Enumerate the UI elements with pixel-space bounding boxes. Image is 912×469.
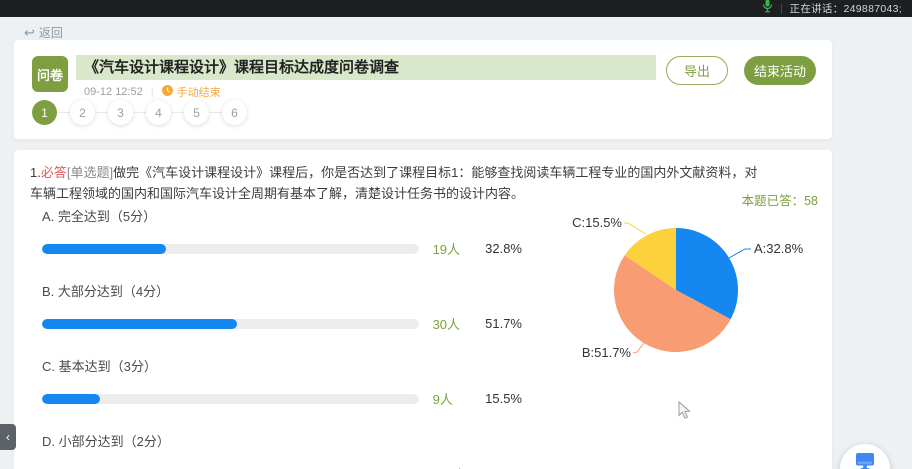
- option-count: 0人: [446, 464, 488, 469]
- page-step-1[interactable]: 1: [32, 100, 57, 125]
- topbar-divider: [780, 3, 782, 14]
- chevron-left-icon: ‹: [6, 430, 10, 444]
- option-row: A. 完全达到（5分） 19人 32.8%: [42, 206, 522, 258]
- pie-slice-B: [613, 255, 731, 353]
- option-bar-track: [42, 243, 419, 254]
- question-body: 做完《汽车设计课程设计》课程后，你是否达到了课程目标1：能够查找阅读车辆工程专业…: [30, 165, 758, 201]
- option-row: B. 大部分达到（4分） 30人 51.7%: [42, 281, 522, 333]
- pager-connector: [209, 112, 222, 113]
- pie-label-B: B:51.7%: [582, 345, 632, 360]
- export-button[interactable]: 导出: [666, 56, 728, 85]
- option-row: D. 小部分达到（2分） 0人 0%: [42, 431, 522, 469]
- pie-leader-line-B: [632, 342, 645, 354]
- pie-chart: A:32.8% B:51.7% C:15.5%: [554, 186, 832, 416]
- option-label: C. 基本达到（3分）: [42, 359, 157, 374]
- pager-connector: [171, 112, 184, 113]
- question-result-card: 1.必答[单选题]做完《汽车设计课程设计》课程后，你是否达到了课程目标1：能够查…: [14, 150, 832, 469]
- page-step-3[interactable]: 3: [108, 100, 133, 125]
- meta-divider: |: [150, 86, 154, 98]
- option-result-list: A. 完全达到（5分） 19人 32.8% B. 大部分达到（4分） 30人 5…: [42, 206, 522, 469]
- pie-slice-C: [624, 228, 676, 290]
- question-number: 1.: [30, 165, 41, 180]
- clock-icon: [161, 85, 173, 99]
- option-count: 19人: [432, 242, 461, 257]
- back-button[interactable]: ↩ 返回: [24, 24, 63, 41]
- option-bar-track: [42, 318, 419, 329]
- back-label: 返回: [38, 26, 63, 40]
- screen-share-button[interactable]: [840, 444, 890, 469]
- option-count: 9人: [432, 392, 453, 407]
- option-percent: 0%: [500, 466, 519, 469]
- end-mode-label: 手动结束: [176, 87, 221, 99]
- option-bar-fill: [42, 318, 237, 329]
- pie-label-C: C:15.5%: [572, 215, 622, 230]
- option-row: C. 基本达到（3分） 9人 15.5%: [42, 356, 522, 408]
- page-step-5[interactable]: 5: [184, 100, 209, 125]
- question-text: 1.必答[单选题]做完《汽车设计课程设计》课程后，你是否达到了课程目标1：能够查…: [30, 162, 770, 204]
- microphone-icon: [762, 0, 773, 18]
- option-percent: 32.8%: [485, 241, 522, 256]
- questionnaire-badge: 问卷: [32, 56, 68, 92]
- monitor-icon: [855, 452, 875, 469]
- end-activity-button[interactable]: 结束活动: [744, 56, 816, 85]
- activity-timestamp: 09-12 12:52: [84, 86, 143, 98]
- option-percent: 51.7%: [485, 316, 522, 331]
- activity-title: 《汽车设计课程设计》课程目标达成度问卷调查: [76, 55, 656, 80]
- microphone-button[interactable]: [762, 0, 773, 17]
- option-percent: 15.5%: [485, 391, 522, 406]
- back-arrow-icon: ↩: [24, 25, 35, 40]
- option-label: D. 小部分达到（2分）: [42, 434, 170, 449]
- top-status-bar: 正在讲话：249887043;: [0, 0, 912, 17]
- option-bar-fill: [42, 243, 166, 254]
- collapse-panel-button[interactable]: ‹: [0, 424, 16, 450]
- page-step-6[interactable]: 6: [222, 100, 247, 125]
- pager-connector: [95, 112, 108, 113]
- pie-label-A: A:32.8%: [754, 241, 804, 256]
- pie-leader-line-C: [624, 222, 647, 235]
- activity-header-card: 问卷 《汽车设计课程设计》课程目标达成度问卷调查 09-12 12:52 | 手…: [14, 40, 832, 139]
- pager-connector: [133, 112, 146, 113]
- page-step-4[interactable]: 4: [146, 100, 171, 125]
- pie-slice-A: [676, 228, 739, 320]
- page-step-2[interactable]: 2: [70, 100, 95, 125]
- option-bar-track: [42, 393, 419, 404]
- answered-count-label: 本题已答：58: [741, 194, 818, 208]
- speaking-status-label: 正在讲话：249887043;: [789, 3, 902, 15]
- option-label: B. 大部分达到（4分）: [42, 284, 170, 299]
- required-tag: 必答: [40, 165, 67, 180]
- option-label: A. 完全达到（5分）: [42, 209, 157, 224]
- option-bar-fill: [42, 393, 101, 404]
- question-type-tag: [单选题]: [66, 165, 114, 180]
- option-count: 30人: [432, 317, 461, 332]
- pager-connector: [57, 112, 70, 113]
- pie-leader-line-A: [728, 248, 751, 259]
